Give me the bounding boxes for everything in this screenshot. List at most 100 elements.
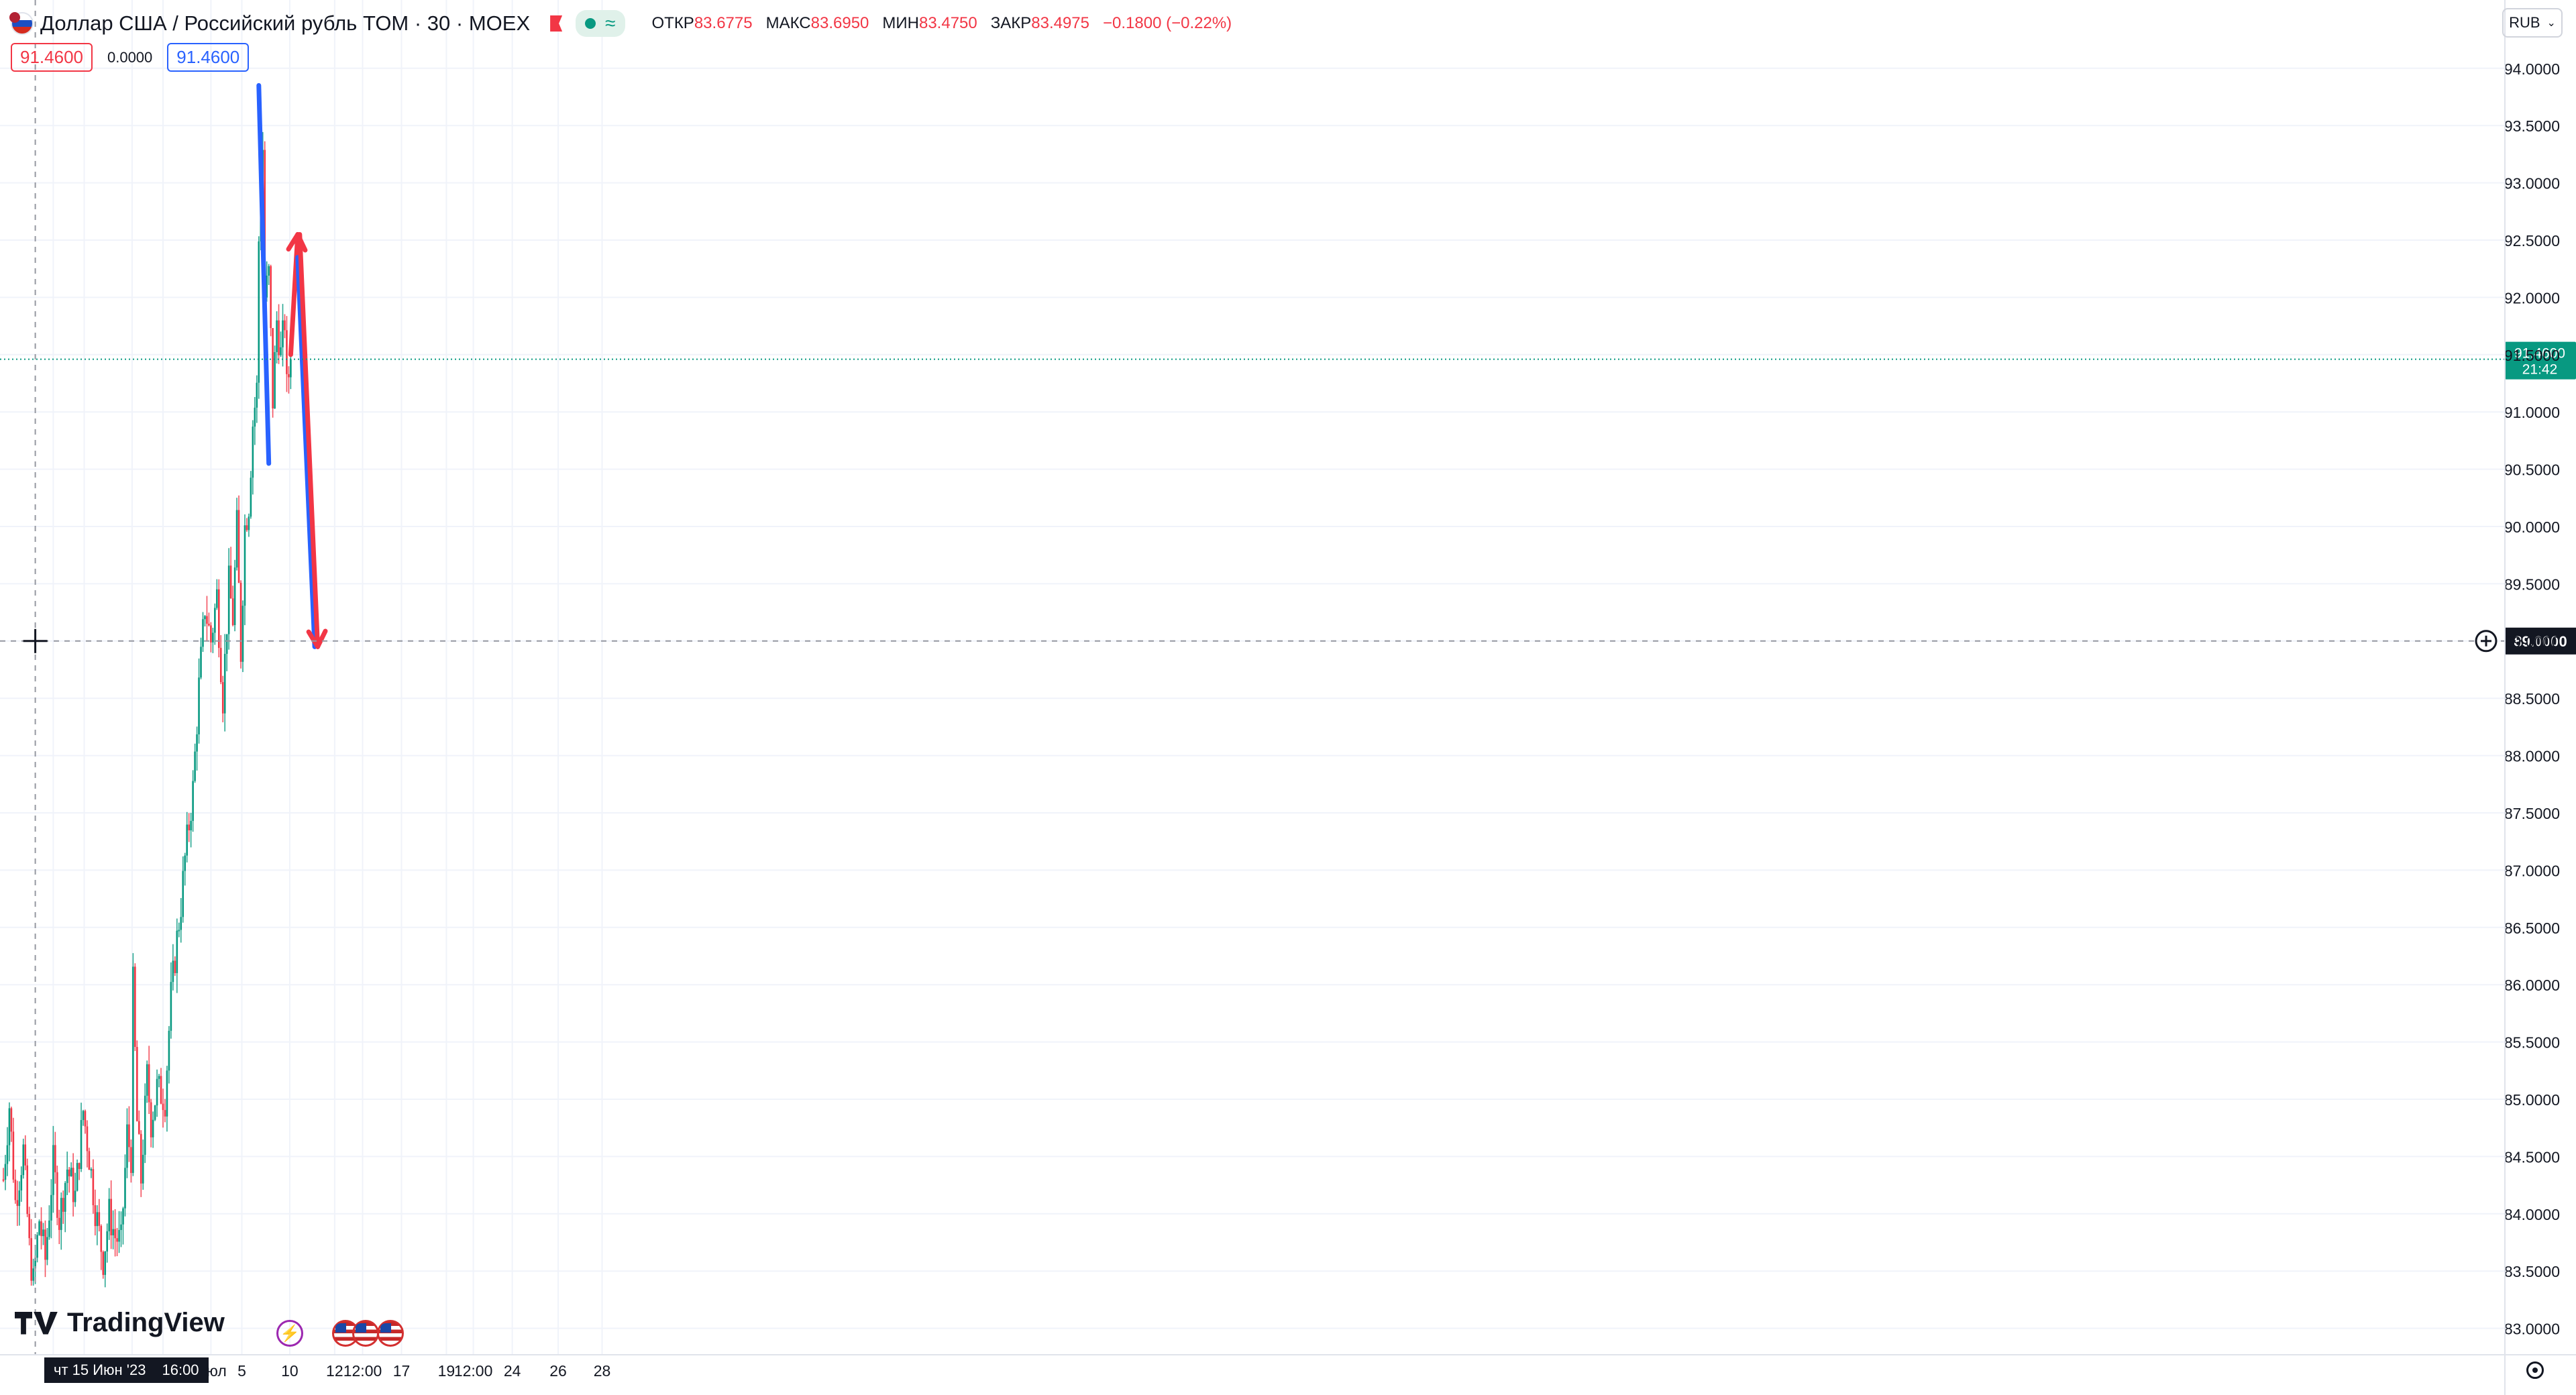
candle-body <box>219 648 222 683</box>
candle-body <box>272 328 274 408</box>
y-tick-label: 83.5000 <box>2504 1263 2560 1280</box>
candle-body <box>122 1208 124 1225</box>
us-flag-icon[interactable] <box>377 1320 405 1347</box>
candle-body <box>106 1231 108 1252</box>
candle-body <box>218 589 220 649</box>
candle-body <box>20 1175 23 1191</box>
y-tick-label: 83.0000 <box>2504 1321 2560 1338</box>
candle-body <box>104 1251 107 1275</box>
candle-body <box>182 871 184 917</box>
y-tick-label: 84.0000 <box>2504 1206 2560 1223</box>
us-ru-flag-icon <box>9 12 34 35</box>
candle-body <box>168 1030 170 1071</box>
lightning-icon[interactable]: ⚡ <box>276 1320 303 1347</box>
candle-body <box>140 1133 142 1184</box>
trend-drawings[interactable] <box>256 82 328 649</box>
y-tick-label: 91.0000 <box>2504 404 2560 421</box>
y-tick-label: 89.0000 <box>2504 633 2560 651</box>
red-trend-line[interactable] <box>288 231 301 357</box>
red-arrowhead <box>306 628 328 649</box>
candle-body <box>233 567 236 626</box>
candle-body <box>170 982 172 1031</box>
x-tick-label: 17 <box>393 1362 411 1380</box>
candle-body <box>160 1076 162 1104</box>
logo-text: TradingView <box>67 1308 225 1337</box>
candle-body <box>284 320 286 331</box>
candle-body <box>52 1145 54 1195</box>
currency-label: RUB <box>2509 14 2540 31</box>
candle-body <box>28 1214 30 1239</box>
x-tick-label: 12 <box>326 1362 343 1380</box>
candle-body <box>88 1151 91 1170</box>
x-tick-label: 28 <box>594 1362 611 1380</box>
crosshair-price-label: 89.0000 <box>2514 633 2567 650</box>
y-tick-label: 87.5000 <box>2504 805 2560 822</box>
y-tick-label: 89.5000 <box>2504 575 2560 593</box>
red-trend-line[interactable] <box>297 231 321 649</box>
crosshair-date: чт 15 Июн '23 <box>54 1361 146 1378</box>
candle-body <box>90 1169 93 1171</box>
candle-body <box>200 647 202 678</box>
candle-body <box>68 1169 70 1176</box>
candle-body <box>225 634 228 654</box>
market-status-pill[interactable]: ≈ <box>576 10 625 37</box>
y-tick-label: 87.0000 <box>2504 862 2560 879</box>
ohlc-close: ЗАКР83.4975 <box>990 14 1090 32</box>
market-open-dot-icon <box>585 18 596 29</box>
y-tick-label: 90.5000 <box>2504 461 2560 479</box>
candle-body <box>196 734 198 752</box>
candle-body <box>186 824 188 856</box>
candle-body <box>74 1190 76 1203</box>
candle-body <box>48 1220 50 1237</box>
y-tick-label: 86.5000 <box>2504 919 2560 937</box>
flag-marker-icon[interactable] <box>550 15 563 32</box>
x-tick-label: 10 <box>281 1362 299 1380</box>
sell-button[interactable]: 91.4600 <box>11 43 93 72</box>
candle-body <box>154 1105 156 1120</box>
candle-body <box>138 1121 140 1134</box>
ohlc-change: −0.1800 (−0.22%) <box>1103 14 1232 32</box>
candle-body <box>231 598 234 626</box>
candle-body <box>56 1172 58 1218</box>
last-price-label: 91.4600 <box>2514 346 2565 361</box>
candle-body <box>176 930 178 973</box>
chart-grid <box>0 0 2505 1355</box>
buy-button[interactable]: 91.4600 <box>167 43 250 72</box>
candle-body <box>252 427 254 478</box>
candle-body <box>108 1198 110 1231</box>
x-tick-label: 12:00 <box>454 1362 493 1380</box>
candle-body <box>120 1224 122 1230</box>
blue-trend-line[interactable] <box>256 82 272 466</box>
candle-body <box>174 960 176 973</box>
candle-body <box>221 682 224 714</box>
candle-body <box>192 781 194 822</box>
x-tick-label: 24 <box>504 1362 521 1380</box>
us-flag-icon[interactable] <box>352 1320 379 1347</box>
candle-body <box>227 565 230 634</box>
gear-icon[interactable] <box>2526 1361 2544 1379</box>
candle-body <box>235 510 238 568</box>
candle-body <box>46 1237 48 1260</box>
candle-body <box>6 1145 9 1164</box>
currency-selector[interactable]: RUB ⌄ <box>2502 8 2563 38</box>
candle-body <box>54 1145 56 1172</box>
candle-body <box>100 1225 103 1252</box>
blue-trend-line[interactable] <box>295 255 317 649</box>
candle-body <box>229 565 232 599</box>
tradingview-logo[interactable]: TradingView <box>15 1308 225 1338</box>
candle-body <box>12 1131 15 1180</box>
candle-body <box>150 1102 152 1137</box>
y-tick-label: 91.5000 <box>2504 347 2560 364</box>
candle-body <box>198 677 200 734</box>
candle-body <box>32 1268 34 1281</box>
candle-body <box>30 1238 32 1281</box>
candle-body <box>60 1198 62 1230</box>
ohlc-low: МИН83.4750 <box>882 14 977 32</box>
candle-body <box>210 625 212 643</box>
candle-body <box>98 1212 101 1226</box>
symbol-title[interactable]: Доллар США / Российский рубль TOM · 30 ·… <box>40 11 531 35</box>
candle-body <box>24 1144 27 1166</box>
chevron-down-icon: ⌄ <box>2546 17 2556 29</box>
